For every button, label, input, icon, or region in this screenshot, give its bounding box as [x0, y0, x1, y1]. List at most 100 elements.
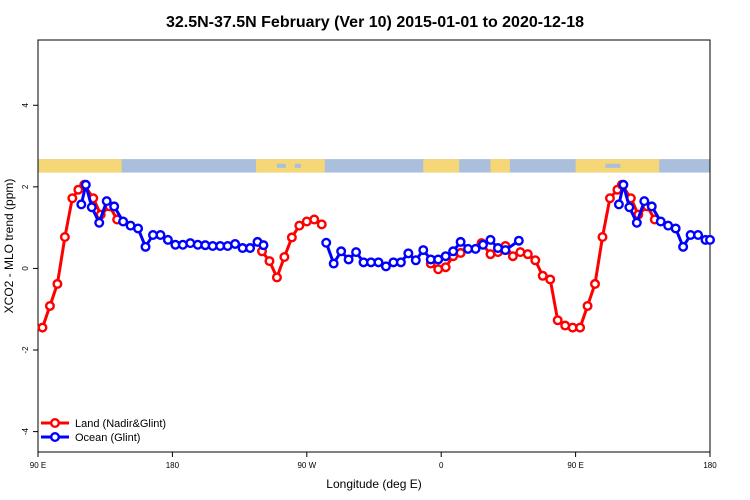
y-tick-label: -2	[21, 346, 30, 354]
data-point	[37, 322, 48, 333]
data-point	[271, 272, 282, 283]
data-point	[513, 235, 524, 246]
data-point	[590, 278, 601, 289]
map-strip-detail	[127, 163, 137, 168]
data-point	[552, 315, 563, 326]
data-point	[245, 243, 256, 254]
data-point	[670, 223, 681, 234]
x-tick-label: 180	[166, 461, 180, 470]
data-point	[328, 258, 339, 269]
data-point	[101, 196, 112, 207]
data-point	[133, 223, 144, 234]
data-point	[316, 219, 327, 230]
data-point	[485, 234, 496, 245]
map-strip-detail	[276, 163, 286, 168]
data-point	[582, 300, 593, 311]
map-strip-ocean	[38, 159, 710, 173]
data-point	[678, 241, 689, 252]
map-strip-detail	[294, 163, 301, 168]
data-point	[693, 229, 704, 240]
data-point	[76, 199, 87, 210]
data-point	[395, 257, 406, 268]
data-point	[646, 201, 657, 212]
x-tick-label: 180	[703, 461, 717, 470]
data-point	[478, 239, 489, 250]
data-point	[530, 255, 541, 266]
y-axis-label: XCO2 - MLO trend (ppm)	[2, 179, 16, 314]
data-point	[80, 179, 91, 190]
data-point	[44, 300, 55, 311]
data-point	[73, 184, 84, 195]
y-tick-label: 2	[21, 184, 30, 189]
plot-frame	[37, 39, 711, 453]
x-axis-label: Longitude (deg E)	[326, 477, 421, 491]
map-strip-land	[490, 159, 510, 173]
data-point	[418, 245, 429, 256]
y-axis: -4 -2 0 2 4	[21, 102, 38, 435]
data-point	[604, 193, 615, 204]
data-point	[67, 193, 78, 204]
legend: Land (Nadir&Glint) Ocean (Glint)	[41, 418, 166, 444]
series-ocean	[76, 179, 716, 272]
map-strip-detail	[157, 163, 164, 168]
data-point	[597, 232, 608, 243]
x-tick-label: 90 E	[30, 461, 46, 470]
series-layer	[37, 179, 716, 333]
chart-title: 32.5N-37.5N February (Ver 10) 2015-01-01…	[166, 14, 584, 31]
data-point	[351, 247, 362, 258]
data-point	[507, 251, 518, 262]
data-point	[500, 245, 511, 256]
x-tick-label: 90 W	[297, 461, 316, 470]
map-strip-land	[38, 159, 122, 173]
data-point	[655, 216, 666, 227]
data-point	[624, 202, 635, 213]
y-tick-label: 4	[21, 102, 30, 107]
data-point	[545, 274, 556, 285]
data-point	[639, 196, 650, 207]
data-point	[109, 201, 120, 212]
data-point	[286, 232, 297, 243]
legend-label: Ocean (Glint)	[75, 432, 140, 444]
data-point	[537, 270, 548, 281]
data-point	[440, 251, 451, 262]
y-tick-label: 0	[21, 266, 30, 271]
data-point	[618, 179, 629, 190]
y-tick-label: -4	[21, 428, 30, 436]
data-point	[309, 214, 320, 225]
series-line	[260, 218, 323, 279]
legend-label: Land (Nadir&Glint)	[75, 418, 166, 430]
data-point	[373, 257, 384, 268]
data-point	[403, 248, 414, 259]
data-point	[705, 234, 716, 245]
data-point	[140, 241, 151, 252]
data-point	[118, 216, 129, 227]
data-point	[631, 217, 642, 228]
data-point	[162, 234, 173, 245]
data-point	[448, 246, 459, 257]
x-tick-label: 0	[439, 461, 444, 470]
data-point	[59, 232, 70, 243]
legend-marker	[50, 432, 61, 443]
map-strip-detail	[605, 163, 621, 168]
data-point	[410, 255, 421, 266]
data-point	[470, 243, 481, 254]
data-point	[440, 262, 451, 273]
data-point	[155, 229, 166, 240]
data-point	[52, 278, 63, 289]
data-point	[264, 256, 275, 267]
data-point	[343, 254, 354, 265]
map-strip-detail	[396, 163, 406, 168]
data-point	[258, 240, 269, 251]
data-point	[336, 246, 347, 257]
data-point	[522, 249, 533, 260]
data-point	[380, 261, 391, 272]
data-point	[613, 199, 624, 210]
data-point	[455, 236, 466, 247]
map-strip-land	[256, 159, 325, 173]
data-point	[279, 252, 290, 263]
map-strip	[38, 159, 710, 173]
x-axis: 90 E 180 90 W 0 90 E 180	[30, 452, 717, 470]
data-point	[321, 237, 332, 248]
data-point	[230, 238, 241, 249]
